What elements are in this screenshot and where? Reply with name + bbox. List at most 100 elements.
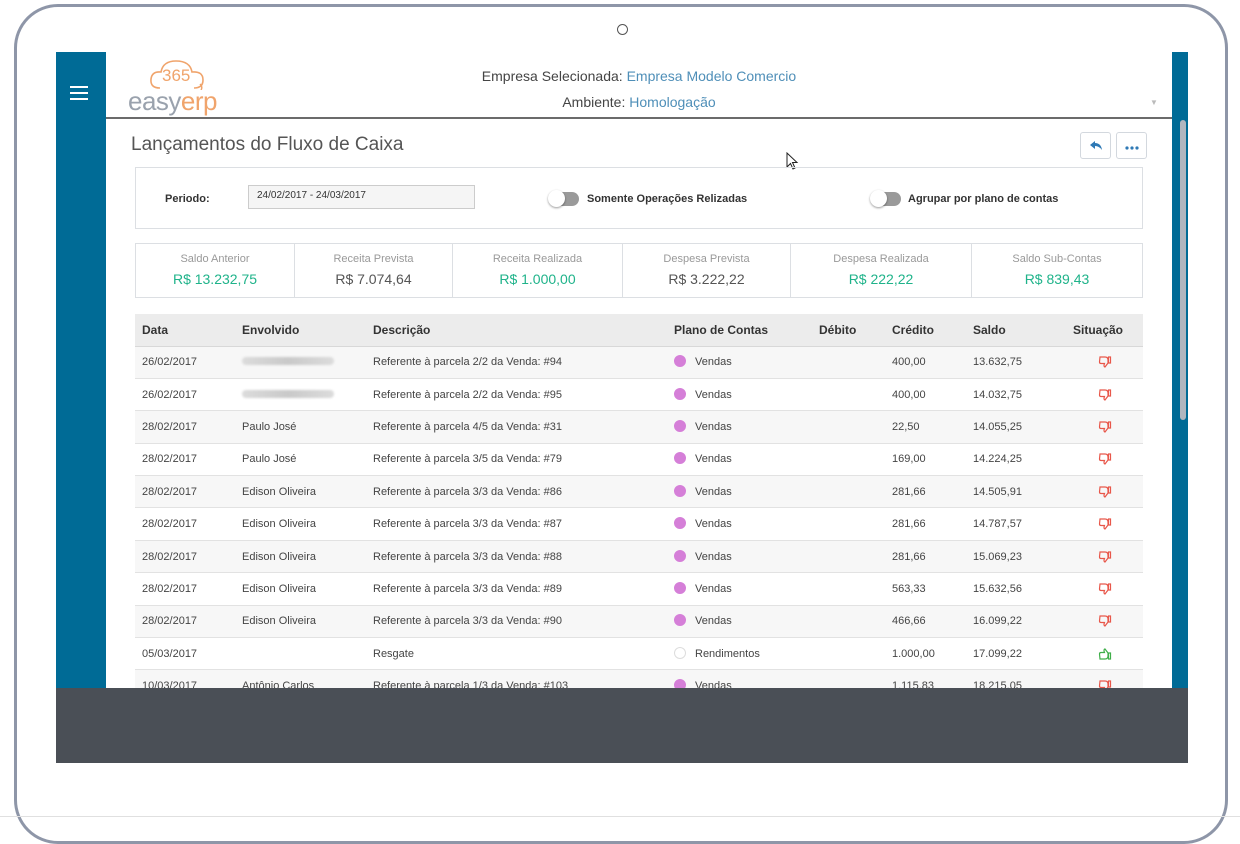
thumbs-down-icon[interactable] [1098, 680, 1112, 688]
summary-panel: Saldo Anterior R$ 13.232,75 Receita Prev… [135, 243, 1143, 298]
summary-value: R$ 839,43 [1024, 271, 1090, 287]
cell-situacao[interactable] [1066, 378, 1143, 412]
summary-value: R$ 3.222,22 [668, 271, 745, 287]
cell-situacao[interactable] [1066, 443, 1143, 477]
cell-data: 26/02/2017 [135, 378, 235, 412]
ambiente-link[interactable]: Homologação [629, 94, 716, 110]
cell-saldo: 17.099,22 [966, 637, 1066, 671]
column-header-envolvido[interactable]: Envolvido [235, 314, 366, 347]
column-header-descricao[interactable]: Descrição [366, 314, 667, 347]
periodo-label: Periodo: [165, 193, 210, 205]
cell-plano: Vendas [667, 507, 812, 541]
periodo-input[interactable]: 24/02/2017 - 24/03/2017 [248, 185, 475, 209]
more-icon [1124, 146, 1139, 150]
cell-plano: Vendas [667, 410, 812, 444]
table-row[interactable]: 28/02/2017 Edison Oliveira Referente à par… [135, 572, 1143, 606]
table-row[interactable]: 28/02/2017 Edison Oliveira Referente à par… [135, 605, 1143, 639]
cloud-icon [150, 60, 204, 90]
thumbs-down-icon[interactable] [1098, 518, 1112, 530]
cell-saldo: 18.215,05 [966, 669, 1066, 688]
table-row[interactable]: 28/02/2017 Edison Oliveira Referente à par… [135, 475, 1143, 509]
plano-color-dot [674, 614, 686, 627]
column-header-saldo[interactable]: Saldo [966, 314, 1066, 347]
column-header-plano[interactable]: Plano de Contas [667, 314, 812, 347]
cell-debito [812, 443, 885, 477]
summary-label: Receita Realizada [492, 253, 583, 265]
cell-envolvido: Antônio Carlos [235, 669, 366, 688]
cell-situacao[interactable] [1066, 475, 1143, 509]
cell-descricao: Referente à parcela 3/3 da Venda: #90 [366, 605, 667, 639]
table-row[interactable]: 10/03/2017 Antônio Carlos Referente à parc… [135, 669, 1143, 688]
thumbs-down-icon[interactable] [1098, 550, 1112, 563]
cell-debito [812, 669, 885, 688]
plano-color-dot [674, 355, 686, 368]
thumbs-down-icon[interactable] [1098, 615, 1112, 627]
somente-operacoes-toggle[interactable] [548, 190, 579, 207]
cell-saldo: 14.055,25 [966, 410, 1066, 444]
column-header-data[interactable]: Data [135, 314, 235, 347]
table-row[interactable]: 28/02/2017 Edison Oliveira Referente à par… [135, 507, 1143, 541]
table-row[interactable]: 28/02/2017 Paulo José Referente à parcela … [135, 410, 1143, 444]
logo-text: easyerp [128, 86, 218, 116]
main-content: 365 easyerp Empresa Selecionada: Empresa… [106, 52, 1172, 688]
redacted-name [242, 389, 334, 398]
cell-situacao[interactable] [1066, 507, 1143, 541]
table-row[interactable]: 05/03/2017 Resgate Rendimentos 1.000,00 17.0… [135, 637, 1143, 671]
page-title: Lançamentos do Fluxo de Caixa [131, 134, 404, 155]
thumbs-down-icon[interactable] [1098, 453, 1112, 465]
cell-data: 28/02/2017 [135, 605, 235, 639]
cell-saldo: 15.632,56 [966, 572, 1066, 606]
plano-color-dot [674, 679, 686, 688]
thumbs-down-icon[interactable] [1098, 583, 1112, 595]
table-row[interactable]: 26/02/2017 Referente à parcela 2/2 da Ven… [135, 378, 1143, 412]
summary-saldo-anterior: Saldo Anterior R$ 13.232,75 [136, 244, 295, 297]
cell-plano: Vendas [667, 669, 812, 688]
more-options-button[interactable] [1116, 132, 1147, 159]
menu-icon[interactable] [70, 86, 88, 100]
cell-descricao: Referente à parcela 4/5 da Venda: #31 [366, 410, 667, 444]
cell-descricao: Referente à parcela 2/2 da Venda: #94 [366, 346, 667, 379]
cell-situacao[interactable] [1066, 669, 1143, 688]
column-header-situacao[interactable]: Situação [1066, 314, 1143, 347]
cell-debito [812, 346, 885, 379]
column-header-credito[interactable]: Crédito [885, 314, 966, 347]
cell-situacao[interactable] [1066, 410, 1143, 444]
agrupar-plano-toggle[interactable] [870, 190, 901, 207]
table-row[interactable]: 28/02/2017 Paulo José Referente à parcela … [135, 443, 1143, 477]
plano-color-dot [674, 582, 686, 595]
table-row[interactable]: 28/02/2017 Edison Oliveira Referente à par… [135, 540, 1143, 574]
cell-situacao[interactable] [1066, 605, 1143, 639]
cell-situacao[interactable] [1066, 637, 1143, 671]
cell-envolvido: Edison Oliveira [235, 572, 366, 606]
cell-debito [812, 378, 885, 412]
cell-credito: 400,00 [885, 346, 966, 379]
plano-color-dot [674, 646, 686, 659]
scrollbar[interactable] [1180, 120, 1186, 420]
cell-descricao: Referente à parcela 3/3 da Venda: #87 [366, 507, 667, 541]
chevron-down-icon[interactable]: ▼ [1150, 98, 1158, 107]
thumbs-down-icon[interactable] [1098, 421, 1112, 433]
cell-situacao[interactable] [1066, 540, 1143, 574]
cell-data: 10/03/2017 [135, 669, 235, 688]
cell-situacao[interactable] [1066, 572, 1143, 606]
column-header-debito[interactable]: Débito [812, 314, 885, 347]
cell-envolvido [235, 637, 366, 671]
logo-cloud-text: 365 [162, 66, 191, 85]
cell-situacao[interactable] [1066, 346, 1143, 379]
table-row[interactable]: 26/02/2017 Referente à parcela 2/2 da Ven… [135, 346, 1143, 379]
thumbs-down-icon[interactable] [1098, 356, 1112, 368]
plano-color-dot [674, 549, 686, 562]
back-button[interactable] [1080, 132, 1111, 159]
app-screen: 365 easyerp Empresa Selecionada: Empresa… [56, 52, 1188, 763]
thumbs-up-icon[interactable] [1098, 648, 1112, 660]
bottom-bar [56, 688, 1188, 763]
empresa-link[interactable]: Empresa Modelo Comercio [626, 68, 797, 84]
cell-credito: 281,66 [885, 540, 966, 574]
plano-color-dot [674, 484, 686, 497]
thumbs-down-icon[interactable] [1098, 388, 1112, 401]
cell-debito [812, 410, 885, 444]
cell-credito: 466,66 [885, 605, 966, 639]
cell-credito: 1.000,00 [885, 637, 966, 671]
summary-value: R$ 13.232,75 [172, 271, 258, 287]
thumbs-down-icon[interactable] [1098, 486, 1112, 498]
